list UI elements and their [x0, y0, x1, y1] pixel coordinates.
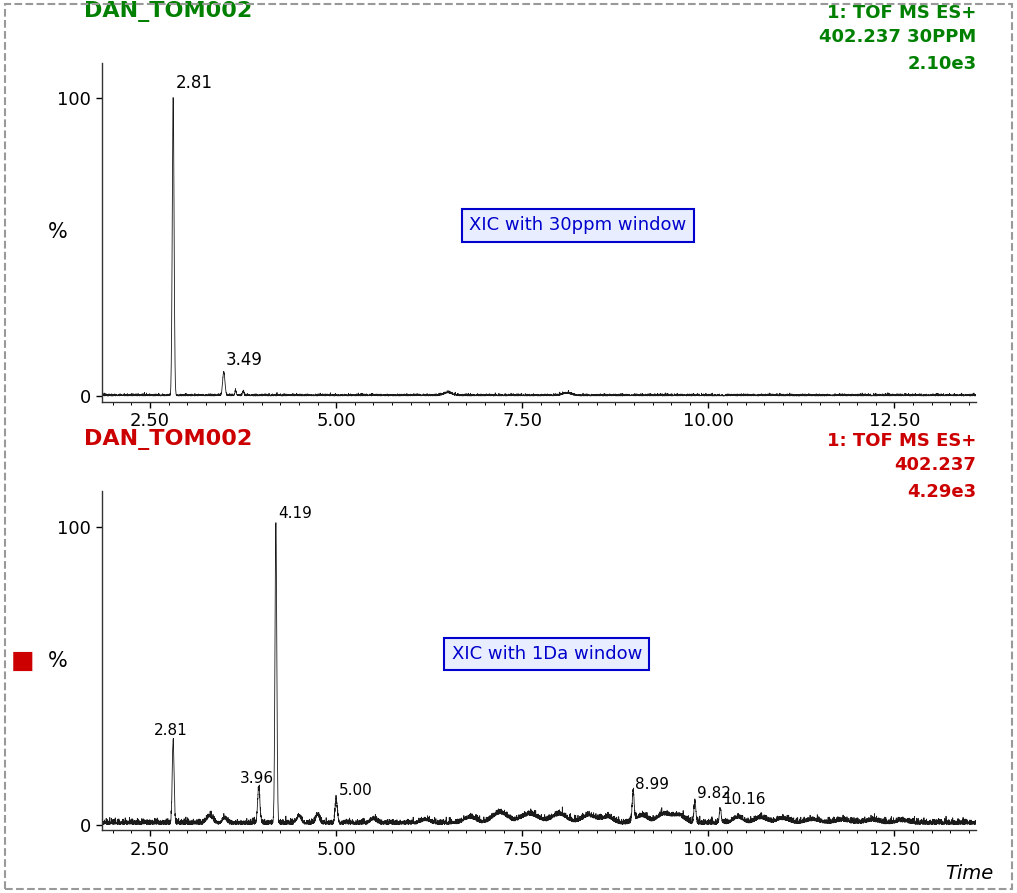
Text: 8.99: 8.99	[636, 777, 669, 792]
Text: 3.96: 3.96	[240, 771, 275, 786]
Text: XIC with 30ppm window: XIC with 30ppm window	[469, 216, 686, 234]
Text: DAN_TOM002: DAN_TOM002	[84, 430, 252, 450]
Text: 9.82: 9.82	[698, 786, 731, 801]
Text: 3.49: 3.49	[226, 351, 262, 369]
Text: 402.237 30PPM: 402.237 30PPM	[819, 28, 976, 46]
Text: 402.237: 402.237	[894, 456, 976, 474]
Text: ■: ■	[11, 649, 35, 672]
Text: 2.81: 2.81	[154, 723, 187, 739]
Text: 5.00: 5.00	[339, 783, 372, 797]
Text: XIC with 1Da window: XIC with 1Da window	[452, 645, 642, 663]
Text: 2.81: 2.81	[175, 74, 213, 92]
Text: %: %	[48, 222, 68, 242]
Text: DAN_TOM002: DAN_TOM002	[84, 1, 252, 21]
Text: %: %	[48, 651, 68, 671]
Text: 2.10e3: 2.10e3	[907, 54, 976, 72]
Text: Time: Time	[946, 864, 994, 883]
Text: 1: TOF MS ES+: 1: TOF MS ES+	[827, 432, 976, 450]
Text: 1: TOF MS ES+: 1: TOF MS ES+	[827, 4, 976, 21]
Text: 4.29e3: 4.29e3	[907, 483, 976, 501]
Text: 4.19: 4.19	[278, 506, 312, 521]
Text: 10.16: 10.16	[722, 792, 766, 806]
